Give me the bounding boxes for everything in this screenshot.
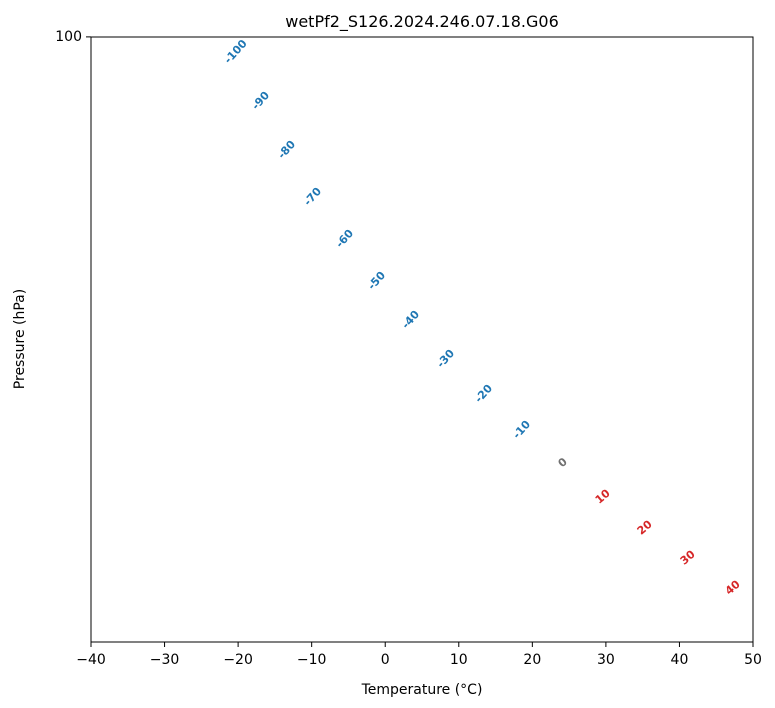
moist-adiabat-label: 0 bbox=[556, 455, 570, 470]
dry-adiabat-label: -70 bbox=[301, 185, 324, 209]
x-tick-label: −30 bbox=[150, 652, 180, 668]
y-axis: 1002003004005006007008009001000 bbox=[55, 29, 91, 45]
x-tick-label: −40 bbox=[76, 652, 106, 668]
x-tick-label: −20 bbox=[223, 652, 253, 668]
moist-adiabat-line bbox=[0, 0, 284, 37]
dry-adiabat-label: -90 bbox=[249, 89, 272, 113]
moist-adiabat-label: 30 bbox=[678, 547, 698, 567]
isotherm-line bbox=[0, 0, 248, 37]
y-tick-label: 100 bbox=[55, 29, 82, 45]
y-axis-label: Pressure (hPa) bbox=[12, 289, 28, 389]
dewpoint-line bbox=[0, 0, 284, 37]
dry-adiabat-label: -100 bbox=[222, 37, 250, 66]
dry-adiabat-label: -60 bbox=[333, 227, 356, 251]
moist-adiabat-label: 40 bbox=[723, 577, 743, 597]
line-labels: -100-90-80-70-60-50-40-30-20-100.10.20.4… bbox=[222, 37, 743, 598]
dry-adiabat-label: -50 bbox=[365, 269, 388, 293]
isotherm-line bbox=[0, 0, 321, 37]
x-axis-label: Temperature (°C) bbox=[361, 682, 483, 698]
isotherm-line bbox=[0, 0, 27, 37]
dry-adiabat-line bbox=[0, 0, 199, 37]
moist-adiabat-line bbox=[0, 0, 248, 37]
x-tick-label: 10 bbox=[450, 652, 468, 668]
dry-adiabat-label: -40 bbox=[399, 308, 422, 332]
dry-adiabat-label: -10 bbox=[510, 418, 533, 442]
chart-title: wetPf2_S126.2024.246.07.18.G06 bbox=[285, 12, 559, 32]
dry-adiabat-label: -20 bbox=[472, 382, 495, 406]
plot-frame bbox=[90, 36, 754, 643]
x-tick-label: 50 bbox=[744, 652, 762, 668]
dry-adiabat-label: -80 bbox=[275, 138, 298, 162]
x-tick-label: 40 bbox=[671, 652, 689, 668]
dry-adiabat-line bbox=[0, 0, 274, 37]
isotherm-line bbox=[0, 0, 174, 37]
x-tick-label: −10 bbox=[297, 652, 327, 668]
x-tick-label: 0 bbox=[381, 652, 390, 668]
dry-adiabat-label: -30 bbox=[434, 347, 457, 371]
moist-adiabat-label: 20 bbox=[635, 517, 655, 537]
moist-adiabat-label: 10 bbox=[593, 486, 613, 506]
moist-adiabat-line bbox=[0, 0, 321, 37]
x-axis: −40 −30 −20 −10 0 10 20 30 40 50 bbox=[76, 642, 762, 668]
x-tick-label: 30 bbox=[597, 652, 615, 668]
isotherm-line bbox=[0, 0, 101, 37]
x-tick-label: 20 bbox=[523, 652, 541, 668]
